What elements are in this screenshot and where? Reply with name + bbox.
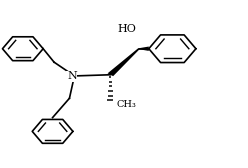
Text: CH₃: CH₃ — [116, 100, 136, 109]
Text: HO: HO — [117, 24, 136, 34]
Polygon shape — [108, 48, 140, 76]
Text: N: N — [67, 71, 77, 81]
Polygon shape — [139, 47, 149, 51]
